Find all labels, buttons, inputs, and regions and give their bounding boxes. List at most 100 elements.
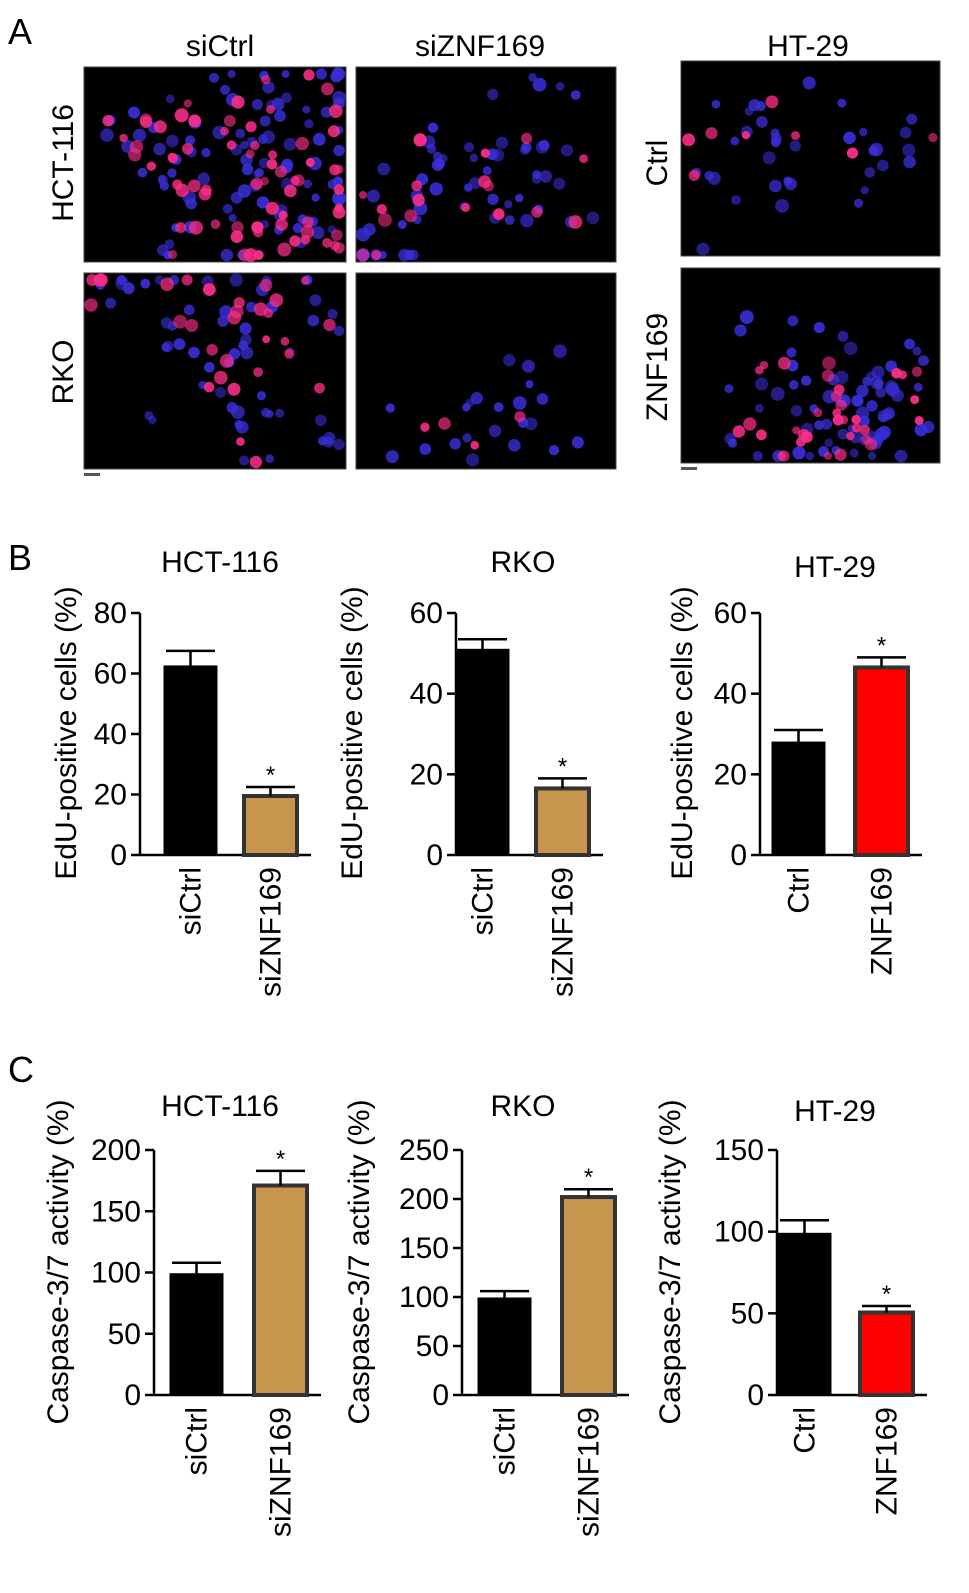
nucleus-edu-positive [230,304,244,319]
nucleus-blue [419,443,432,455]
scale-bar [84,473,100,476]
nucleus-edu-positive [268,150,278,160]
bar [477,1297,532,1396]
y-tick-label: 20 [714,758,747,791]
nucleus-edu-positive [203,381,215,393]
nucleus-blue [724,384,734,394]
nucleus-edu-positive [331,229,343,241]
nucleus-edu-positive [832,414,844,426]
nucleus-edu-positive [253,367,263,377]
nucleus-blue [185,135,196,146]
nucleus-blue [859,127,868,137]
bar [777,1232,832,1396]
y-axis-label: Caspase-3/7 activity (%) [654,1099,687,1424]
nucleus-blue [327,308,338,320]
nucleus-edu-positive [251,221,264,234]
nucleus-blue [871,365,885,379]
nucleus-edu-positive [327,125,340,138]
bar [560,1195,617,1398]
nucleus-edu-positive [292,174,305,187]
nucleus-blue [209,72,219,83]
nucleus-blue [769,179,782,193]
nucleus-blue [922,420,935,434]
nucleus-blue [116,275,127,285]
nucleus-edu-positive [202,283,216,296]
y-tick-label: 100 [714,1216,764,1249]
chart-c-ht29: HT-29 Caspase-3/7 activity (%) 0 50 100 150 Ct… [654,1095,927,1515]
y-tick-label: 20 [410,758,443,791]
nucleus-blue [105,297,117,309]
nucleus-blue [877,159,889,172]
nucleus-blue [315,68,327,80]
nucleus-blue [868,451,877,461]
nucleus-blue [304,119,314,129]
x-category-label: siZNF169 [573,1407,606,1537]
nucleus-edu-positive [376,204,387,215]
nucleus-blue [813,322,825,334]
nucleus-blue [512,396,527,410]
nucleus-edu-positive [263,308,274,318]
nucleus-blue [849,448,859,458]
nucleus-edu-positive [139,113,153,127]
chart-c-rko: RKO Caspase-3/7 activity (%) 0 50 100 150 200 2… [343,1090,629,1537]
nucleus-edu-positive [245,149,255,159]
nucleus-edu-positive [261,75,271,85]
nucleus-blue [548,445,560,456]
nucleus-blue [837,98,847,108]
nucleus-blue [882,408,895,421]
nucleus-blue [843,131,856,145]
nucleus-blue [128,106,141,119]
nucleus-edu-positive [230,230,244,243]
nucleus-blue [449,438,462,450]
nucleus-blue [875,387,886,398]
nucleus-edu-positive [168,249,178,260]
nucleus-edu-positive [303,69,315,81]
nucleus-blue [165,94,175,104]
nucleus-edu-positive [329,240,340,251]
nucleus-blue [227,69,236,79]
y-tick-label: 80 [94,597,127,630]
nucleus-blue [281,92,292,103]
nucleus-edu-positive [493,208,505,220]
nucleus-blue [869,142,884,157]
nucleus-blue [754,377,769,391]
nucleus-blue [281,70,290,78]
nucleus-edu-positive [371,250,382,260]
nucleus-edu-positive [470,440,480,450]
nucleus-edu-positive [514,411,526,423]
nucleus-blue [307,314,320,327]
nucleus-blue [524,417,538,431]
chart-title: RKO [490,546,555,579]
nucleus-blue [188,346,200,359]
micrograph-ht29-znf169 [680,267,941,464]
x-category-label: siCtrl [181,1407,214,1475]
nucleus-blue [320,106,333,118]
nucleus-blue [528,73,537,82]
micrograph-background [355,66,617,263]
nucleus-blue [397,220,407,229]
nucleus-blue [862,376,872,387]
significance-marker: * [276,1146,285,1173]
nucleus-blue [711,99,721,109]
chart-title: HT-29 [794,1095,876,1128]
y-axis-label: EdU-positive cells (%) [336,586,369,879]
nucleus-edu-positive [94,273,108,287]
nucleus-blue [220,248,234,262]
nucleus-edu-positive [183,99,192,108]
nucleus-blue [535,140,549,154]
nucleus-blue [570,90,581,100]
bar [252,1183,309,1398]
nucleus-blue [385,403,395,413]
nucleus-edu-positive [756,429,767,441]
nucleus-edu-positive [262,335,271,344]
nucleus-blue [762,151,776,165]
nucleus-edu-positive [314,382,325,394]
nucleus-blue [874,427,889,442]
nucleus-edu-positive [322,238,332,248]
nucleus-edu-positive [250,177,263,191]
nucleus-blue [220,84,231,95]
nucleus-edu-positive [412,193,425,207]
nucleus-blue [814,420,824,431]
y-axis-label: EdU-positive cells (%) [666,586,699,879]
